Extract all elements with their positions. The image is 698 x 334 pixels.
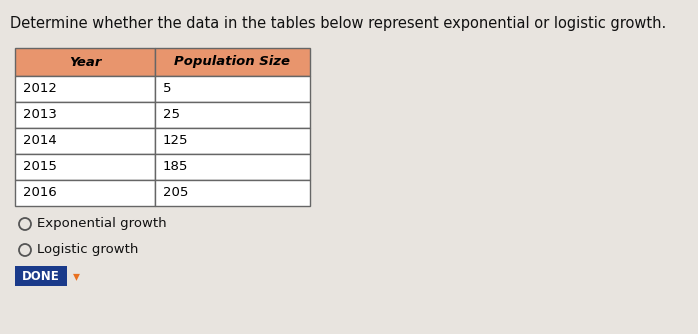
Bar [155, 48, 310, 76]
Text: 5: 5 [163, 82, 172, 96]
Bar [155, 154, 310, 180]
Bar [155, 128, 310, 154]
Text: DONE: DONE [22, 270, 60, 283]
Bar [15, 48, 155, 76]
Text: Determine whether the data in the tables below represent exponential or logistic: Determine whether the data in the tables… [10, 16, 667, 31]
Bar [15, 154, 155, 180]
Text: 185: 185 [163, 161, 188, 173]
Text: 125: 125 [163, 135, 188, 148]
Text: 2014: 2014 [23, 135, 57, 148]
Text: 205: 205 [163, 186, 188, 199]
Bar [15, 180, 155, 206]
Text: 2016: 2016 [23, 186, 57, 199]
Text: 25: 25 [163, 109, 180, 122]
Text: Logistic growth: Logistic growth [37, 243, 138, 257]
Text: 2012: 2012 [23, 82, 57, 96]
Text: Population Size: Population Size [174, 55, 290, 68]
Bar [155, 76, 310, 102]
Text: 2013: 2013 [23, 109, 57, 122]
Text: Year: Year [69, 55, 101, 68]
Bar [15, 128, 155, 154]
Bar [155, 102, 310, 128]
Text: Exponential growth: Exponential growth [37, 217, 167, 230]
Bar [15, 266, 67, 286]
Text: 2015: 2015 [23, 161, 57, 173]
Bar [155, 180, 310, 206]
Bar [15, 76, 155, 102]
Bar [15, 102, 155, 128]
Text: ▾: ▾ [73, 269, 80, 283]
